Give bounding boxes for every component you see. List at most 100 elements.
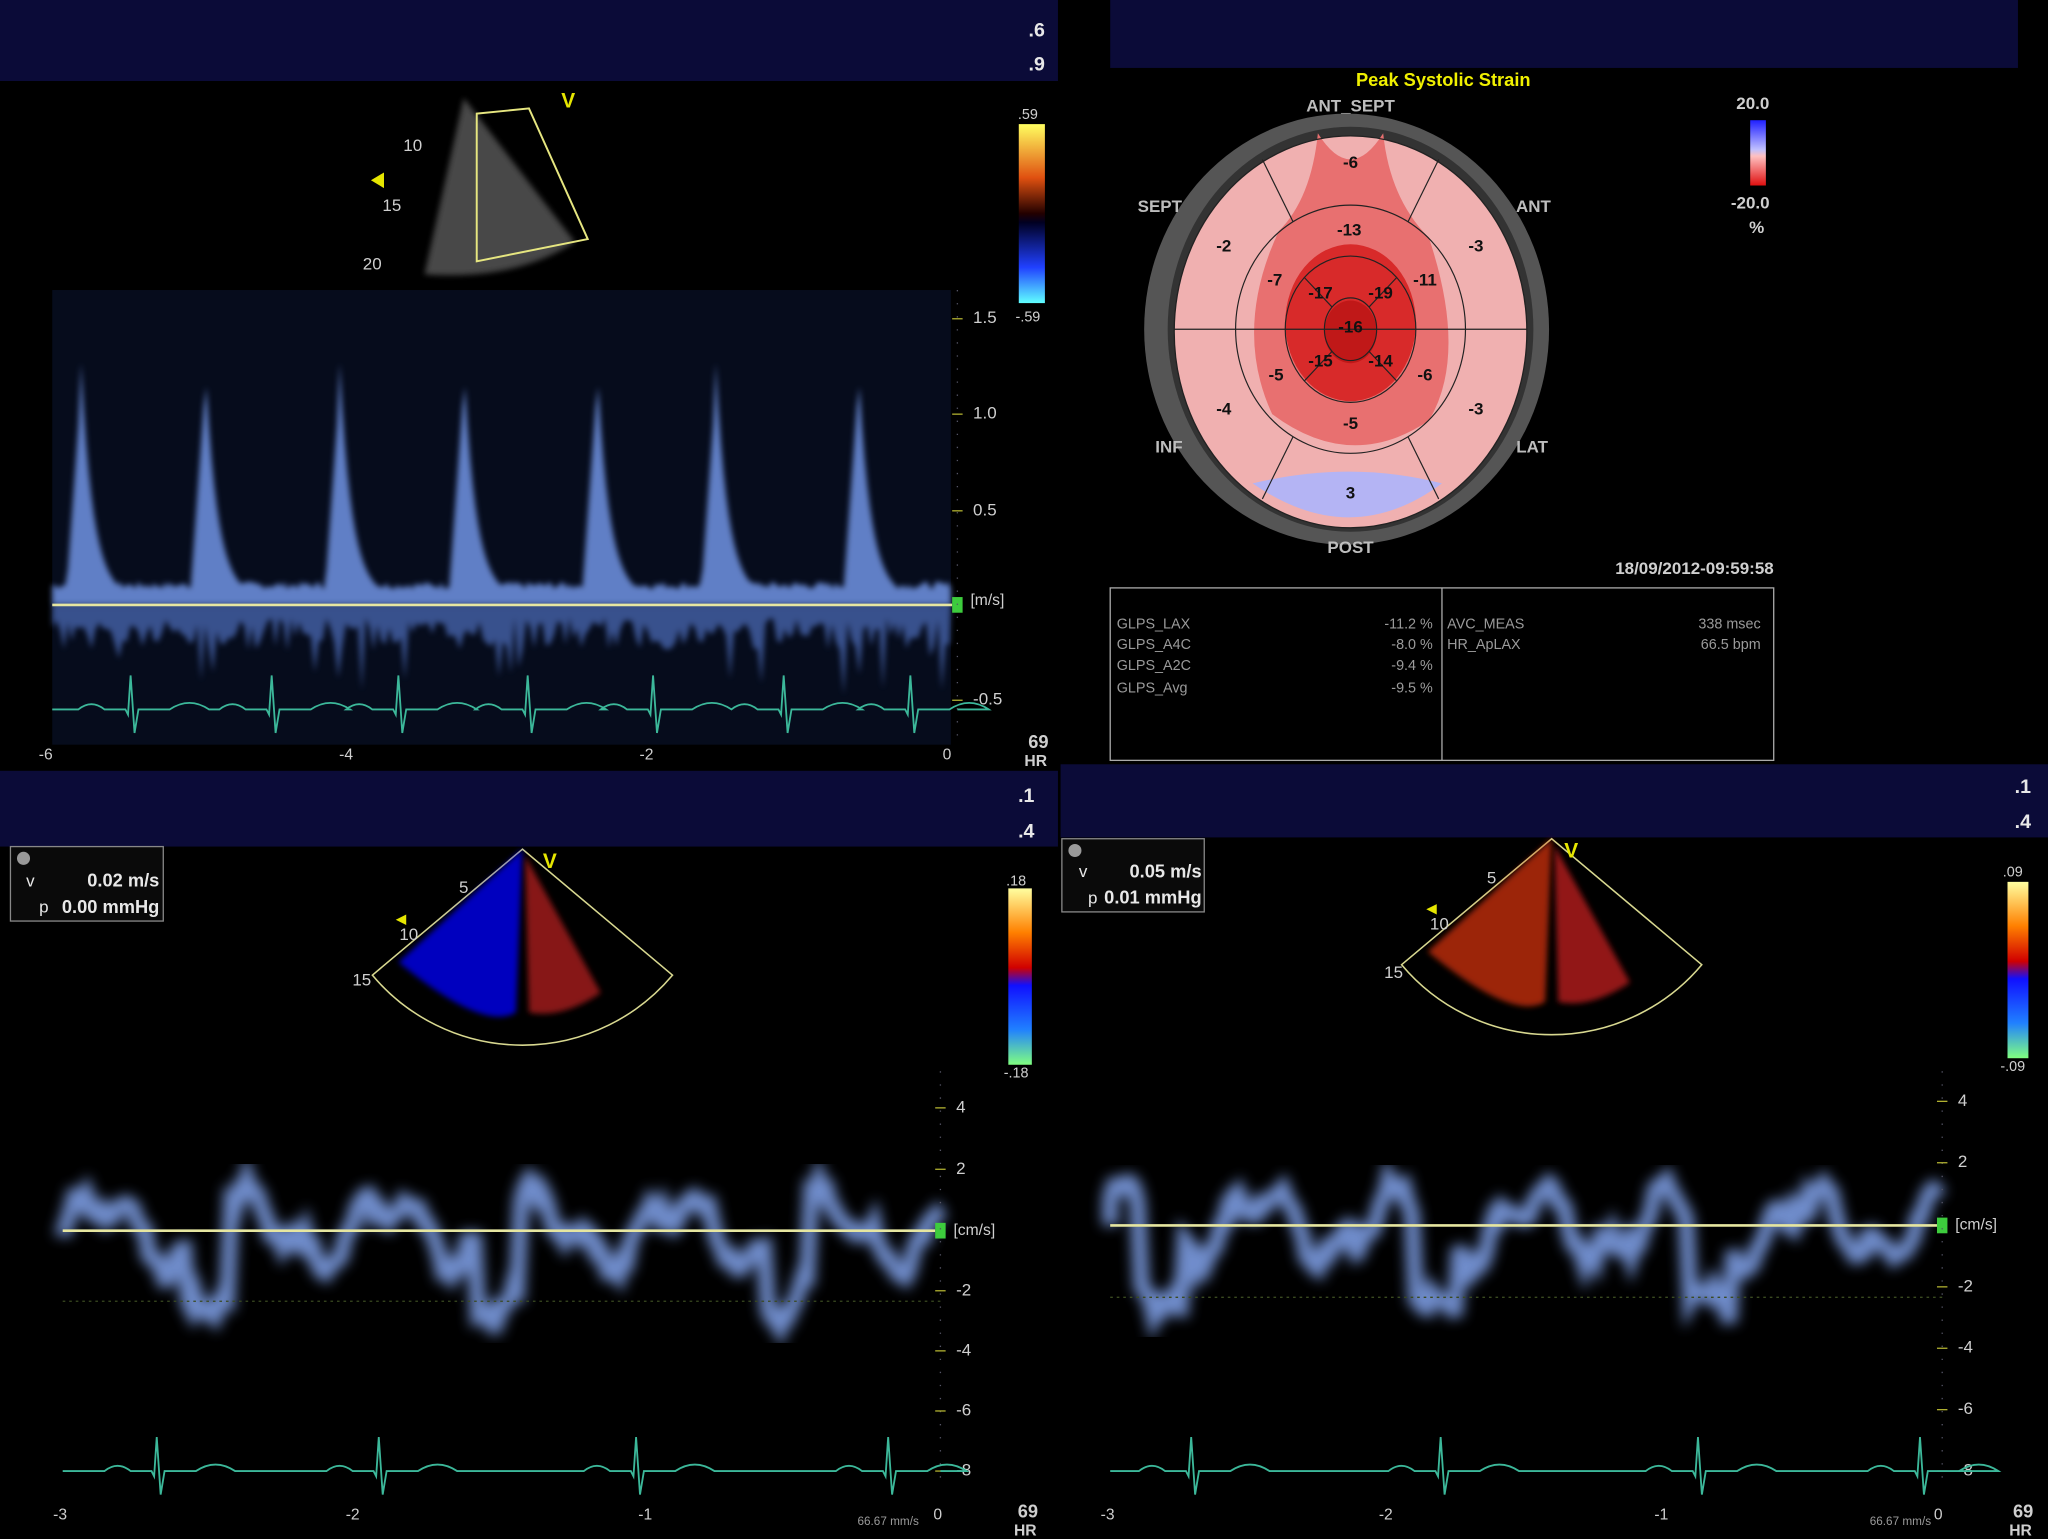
region-label: SEPT [1138,197,1183,216]
bullseye-title: Peak Systolic Strain [1356,69,1531,90]
header-text: .4 [2015,811,2031,833]
spectrum-reverse [52,604,951,695]
x-tick-label: -2 [346,1507,360,1524]
table-value: 338 msec [1698,616,1760,632]
color-bar [1018,124,1045,304]
header-text: .4 [1018,820,1034,842]
bullseye-edge [1173,135,1528,529]
y-unit: [cm/s] [1955,1217,1997,1234]
color-bar-label: .59 [1018,107,1038,123]
x-tick-label: -2 [1379,1507,1393,1524]
sector-marker: V [561,89,575,112]
x-tick-label: -1 [1654,1507,1668,1524]
region-label: INF [1155,438,1182,457]
readout-label: p [39,897,48,916]
depth-label: 5 [1487,869,1496,888]
spectrum [52,363,951,605]
region-label: ANT_SEPT [1306,97,1395,116]
color-box [475,107,590,263]
y-tick-label: -6 [1958,1399,1973,1418]
segment-value: -3 [1468,400,1483,419]
header-bar [0,0,1058,81]
color-bar-label: -.18 [1004,1066,1029,1082]
sector-image [424,97,575,276]
header-text: .9 [1029,53,1045,75]
segment-value: -5 [1269,366,1284,385]
sweep-speed: 66.67 mm/s [1870,1515,1932,1528]
spectrum-area [1110,1071,1943,1490]
segment-value: -19 [1368,283,1393,302]
ecg-trace [62,1437,970,1495]
segment-line [1261,436,1294,500]
timestamp: 18/09/2012-09:59:58 [1615,559,1773,578]
hr-label: HR [1014,1522,1037,1539]
y-tick-label: -4 [956,1340,971,1359]
y-tick-label: 4 [956,1097,965,1116]
sector-marker: V [543,850,557,873]
region-label: POST [1327,538,1374,557]
color-bar-label: .09 [2003,865,2023,881]
strain-color-label: 20.0 [1736,94,1769,113]
color-bar [2007,881,2029,1059]
depth-label: 20 [363,255,382,274]
table-value: 66.5 bpm [1701,637,1761,653]
segment-value: -6 [1343,153,1358,172]
segment-line [1303,350,1333,382]
segment-value: 3 [1346,483,1355,502]
strain-color-label: % [1749,218,1764,237]
readout-value: 0.01 mmHg [1104,887,1201,908]
strain-color-bar [1750,120,1766,186]
segment-value: -2 [1216,236,1231,255]
header-text: .6 [1029,20,1045,42]
y-tick-label: 1.0 [973,404,997,423]
baseline-handle [1936,1217,1948,1234]
table-value: -8.0 % [1391,637,1433,653]
spectrum [1102,1157,1947,1342]
y-tick-label: 0.5 [973,500,997,519]
color-bar-label: -.09 [2000,1059,2025,1075]
depth-label: 10 [399,925,418,944]
y-tick-label: 2 [956,1159,965,1178]
segment-value: -15 [1308,351,1333,370]
pointer [370,172,384,189]
color-bar-label: .18 [1006,874,1026,890]
ecg-trace [52,675,992,734]
y-tick-label: 1.5 [973,308,997,327]
header-text: .1 [1018,785,1034,807]
header-bar [1060,764,2048,838]
hr-label: HR [2009,1522,2032,1539]
table-value: -9.5 % [1391,680,1433,696]
y-tick-label: -4 [1958,1338,1973,1357]
segment-value: -3 [1468,236,1483,255]
strain-color-label: -20.0 [1731,193,1770,212]
x-tick-label: -1 [638,1507,652,1524]
readout-label: v [26,871,35,890]
region-label: LAT [1516,438,1548,457]
segment-value: -4 [1216,400,1232,419]
segment-line [1407,159,1440,223]
segment-line [1303,277,1333,308]
depth-label: 5 [459,878,468,897]
y-tick-label: -0.5 [973,690,1002,709]
x-tick-label: -2 [640,746,654,763]
hr-value: 69 [2013,1501,2033,1522]
depth-label: 10 [403,136,422,155]
hr-value: 69 [1028,731,1048,752]
hr-label: HR [1024,753,1047,770]
ecg-trace [1110,1437,2002,1495]
table-value: -11.2 % [1384,616,1433,632]
segment-line [1368,350,1398,382]
hr-value: 69 [1018,1501,1038,1522]
table-label: AVC_MEAS [1447,616,1524,632]
header-bar [0,770,1058,847]
table-label: GLPS_Avg [1117,680,1188,696]
header-text: .1 [2015,776,2031,798]
pointer [1426,904,1437,915]
readout-box [1061,838,1205,913]
segment-line [1261,159,1294,223]
x-tick-label: 0 [933,1507,942,1524]
readout-value: 0.02 m/s [87,870,159,891]
sector-color-left [1427,838,1552,1007]
x-tick-label: 0 [943,746,952,763]
